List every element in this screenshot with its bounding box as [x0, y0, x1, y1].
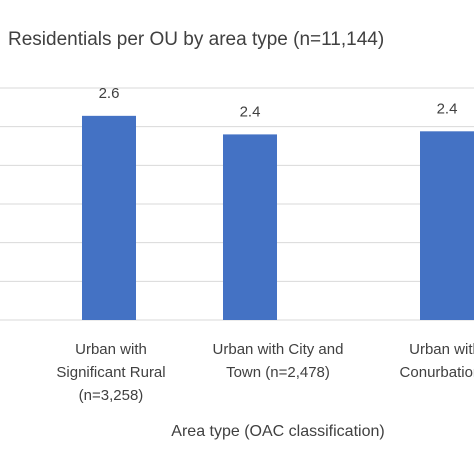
- x-tick-label: (n=3,258): [79, 387, 144, 404]
- x-tick-label: Urban with: [75, 341, 147, 358]
- bar: [82, 115, 136, 320]
- x-tick-label: Conurbation (: [400, 364, 474, 381]
- x-tick-label: Town (n=2,478): [226, 364, 330, 381]
- chart-title: Residentials per OU by area type (n=11,1…: [8, 29, 384, 50]
- value-label: 2.6: [99, 85, 120, 102]
- x-tick-label: Urban with: [409, 341, 474, 358]
- bar: [223, 134, 277, 320]
- x-tick-label: Urban with City and: [213, 341, 344, 358]
- value-label: 2.4: [240, 103, 261, 120]
- bar: [420, 131, 474, 320]
- x-axis-title: Area type (OAC classification): [171, 423, 384, 440]
- x-tick-label: Significant Rural: [56, 364, 165, 381]
- value-label: 2.4: [437, 100, 458, 117]
